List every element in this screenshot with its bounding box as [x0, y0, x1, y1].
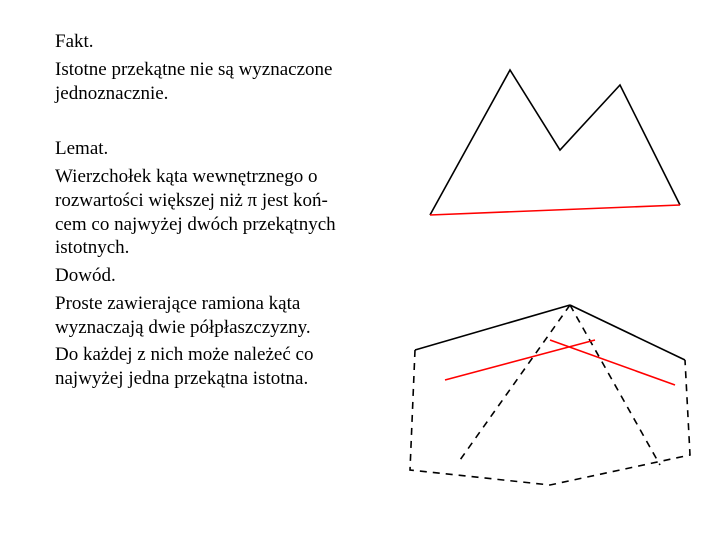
- dowod-p1: Proste zawierające ramiona kąta wyznacza…: [55, 292, 365, 340]
- lemat-heading: Lemat.: [55, 137, 365, 161]
- polygon-solid-edge-right: [570, 305, 685, 360]
- polygon-outline: [430, 70, 680, 215]
- dowod-heading: Dowód.: [55, 264, 365, 288]
- ray-extension-left: [460, 305, 570, 460]
- figure-top-svg: [400, 55, 700, 255]
- figure-top: [400, 55, 700, 255]
- fakt-body: Istotne przekątne nie są wyznaczone jedn…: [55, 58, 365, 106]
- ray-extension-right: [570, 305, 660, 465]
- slide-page: Fakt. Istotne przekątne nie są wyznaczon…: [0, 0, 720, 540]
- text-column: Fakt. Istotne przekątne nie są wyznaczon…: [55, 30, 365, 395]
- fakt-heading: Fakt.: [55, 30, 365, 54]
- polygon-dashed-outline: [410, 350, 690, 485]
- diagonal-red-left: [445, 340, 595, 380]
- figure-bottom: [400, 285, 700, 505]
- polygon-solid-edge-left: [415, 305, 570, 350]
- dowod-p2: Do każdej z nich może należeć co najwyże…: [55, 343, 365, 391]
- lemat-body: Wierzchołek kąta wewnętrznego o rozwarto…: [55, 165, 365, 260]
- polygon-diagonal: [430, 205, 680, 215]
- figure-bottom-svg: [400, 285, 700, 505]
